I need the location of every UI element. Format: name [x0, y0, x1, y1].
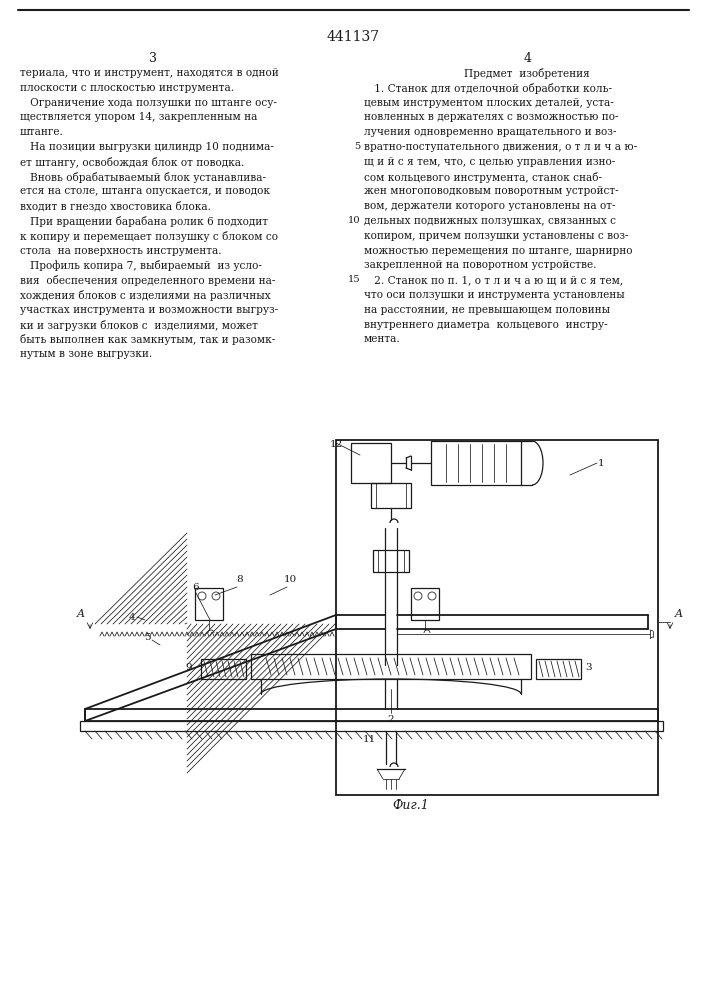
Text: сом кольцевого инструмента, станок снаб-: сом кольцевого инструмента, станок снаб-: [364, 172, 602, 183]
Text: 2: 2: [387, 714, 395, 724]
Text: что оси ползушки и инструмента установлены: что оси ползушки и инструмента установле…: [364, 290, 625, 300]
Text: входит в гнездо хвостовика блока.: входит в гнездо хвостовика блока.: [20, 201, 211, 212]
Text: При вращении барабана ролик 6 подходит: При вращении барабана ролик 6 подходит: [20, 216, 268, 227]
Bar: [336, 440, 658, 795]
Text: Ограничение хода ползушки по штанге осу-: Ограничение хода ползушки по штанге осу-: [20, 98, 277, 108]
Text: 11: 11: [363, 734, 375, 744]
Text: копиром, причем ползушки установлены с воз-: копиром, причем ползушки установлены с в…: [364, 231, 629, 241]
Text: 10: 10: [284, 576, 297, 584]
Bar: [431, 441, 521, 485]
Text: дельных подвижных ползушках, связанных с: дельных подвижных ползушках, связанных с: [364, 216, 616, 226]
Text: плоскости с плоскостью инструмента.: плоскости с плоскостью инструмента.: [20, 83, 234, 93]
Text: ет штангу, освобождая блок от поводка.: ет штангу, освобождая блок от поводка.: [20, 157, 245, 168]
Text: внутреннего диаметра  кольцевого  инстру-: внутреннего диаметра кольцевого инстру-: [364, 320, 607, 330]
Text: новленных в держателях с возможностью по-: новленных в держателях с возможностью по…: [364, 112, 619, 122]
Text: 4: 4: [129, 612, 135, 621]
Bar: [85, 709, 658, 721]
Text: 1. Станок для отделочной обработки коль-: 1. Станок для отделочной обработки коль-: [364, 83, 612, 94]
Text: быть выполнен как замкнутым, так и разомк-: быть выполнен как замкнутым, так и разом…: [20, 334, 275, 345]
Text: цевым инструментом плоских деталей, уста-: цевым инструментом плоских деталей, уста…: [364, 98, 614, 108]
Text: ки и загрузки блоков с  изделиями, может: ки и загрузки блоков с изделиями, может: [20, 320, 258, 331]
Text: 2. Станок по п. 1, о т л и ч а ю щ и й с я тем,: 2. Станок по п. 1, о т л и ч а ю щ и й с…: [364, 275, 623, 285]
Bar: [251, 654, 531, 679]
Text: 12: 12: [330, 440, 344, 449]
Text: A: A: [77, 609, 85, 619]
Text: можностью перемещения по штанге, шарнирно: можностью перемещения по штанге, шарнирн…: [364, 246, 633, 256]
Bar: [373, 550, 409, 572]
Text: вия  обеспечения определенного времени на-: вия обеспечения определенного времени на…: [20, 275, 275, 286]
Text: участках инструмента и возможности выгруз-: участках инструмента и возможности выгру…: [20, 305, 278, 315]
Text: 5: 5: [354, 142, 360, 151]
Text: ется на столе, штанга опускается, и поводок: ется на столе, штанга опускается, и пово…: [20, 186, 270, 196]
Text: вом, держатели которого установлены на от-: вом, держатели которого установлены на о…: [364, 201, 616, 211]
Bar: [80, 721, 663, 731]
Text: териала, что и инструмент, находятся в одной: териала, что и инструмент, находятся в о…: [20, 68, 279, 78]
Text: Вновь обрабатываемый блок устанавлива-: Вновь обрабатываемый блок устанавлива-: [20, 172, 266, 183]
Text: A: A: [675, 609, 683, 619]
Text: стола  на поверхность инструмента.: стола на поверхность инструмента.: [20, 246, 221, 256]
Bar: [201, 659, 246, 679]
Text: 15: 15: [347, 275, 360, 284]
Text: хождения блоков с изделиями на различных: хождения блоков с изделиями на различных: [20, 290, 271, 301]
Text: 10: 10: [347, 216, 360, 225]
Text: 4: 4: [524, 52, 532, 65]
Text: 8: 8: [237, 576, 243, 584]
Text: вратно-поступательного движения, о т л и ч а ю-: вратно-поступательного движения, о т л и…: [364, 142, 637, 152]
Text: нутым в зоне выгрузки.: нутым в зоне выгрузки.: [20, 349, 152, 359]
Text: щ и й с я тем, что, с целью управления изно-: щ и й с я тем, что, с целью управления и…: [364, 157, 615, 167]
Text: жен многоповодковым поворотным устройст-: жен многоповодковым поворотным устройст-: [364, 186, 619, 196]
Text: закрепленной на поворотном устройстве.: закрепленной на поворотном устройстве.: [364, 260, 597, 270]
Text: 5: 5: [144, 633, 151, 642]
Text: 441137: 441137: [327, 30, 380, 44]
Text: 3: 3: [585, 662, 592, 672]
Text: штанге.: штанге.: [20, 127, 64, 137]
Text: На позиции выгрузки цилиндр 10 поднима-: На позиции выгрузки цилиндр 10 поднима-: [20, 142, 274, 152]
Text: Предмет  изобретения: Предмет изобретения: [464, 68, 590, 79]
Bar: [195, 588, 223, 620]
Bar: [536, 659, 581, 679]
Text: 1: 1: [598, 458, 604, 468]
Bar: [411, 588, 439, 620]
Text: 6: 6: [193, 582, 199, 591]
Text: ществляется упором 14, закрепленным на: ществляется упором 14, закрепленным на: [20, 112, 257, 122]
Text: к копиру и перемещает ползушку с блоком со: к копиру и перемещает ползушку с блоком …: [20, 231, 278, 242]
Text: 9: 9: [186, 662, 192, 672]
Bar: [371, 483, 411, 508]
Bar: [351, 443, 391, 483]
Text: на расстоянии, не превышающем половины: на расстоянии, не превышающем половины: [364, 305, 610, 315]
Text: лучения одновременно вращательного и воз-: лучения одновременно вращательного и воз…: [364, 127, 617, 137]
Text: Фиг.1: Фиг.1: [392, 799, 429, 812]
Text: мента.: мента.: [364, 334, 401, 344]
Text: 3: 3: [149, 52, 157, 65]
Text: Профиль копира 7, выбираемый  из усло-: Профиль копира 7, выбираемый из усло-: [20, 260, 262, 271]
